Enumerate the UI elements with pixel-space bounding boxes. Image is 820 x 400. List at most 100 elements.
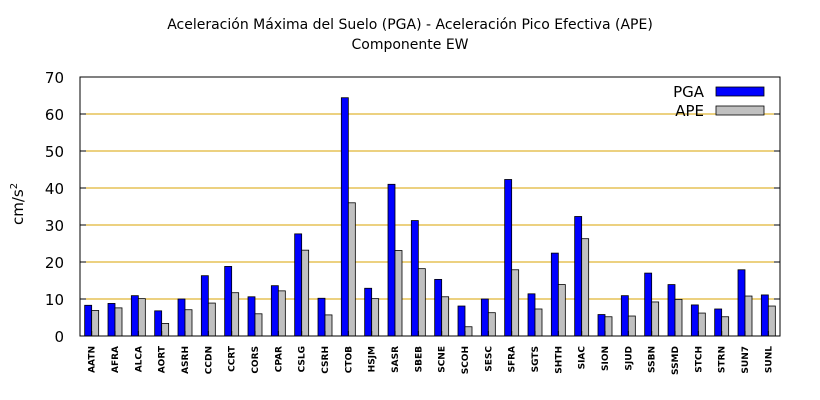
y-tick-label: 40 <box>45 180 64 198</box>
bar-pga-stch <box>690 304 699 337</box>
bar-pga-sbeb <box>410 220 419 337</box>
bar-ape-aatn <box>91 310 100 337</box>
bar-pga-asrh <box>177 298 186 337</box>
x-tick-label: HSJM <box>368 346 378 372</box>
x-tick-label: SSBN <box>648 346 658 373</box>
x-tick-label: AORT <box>158 345 168 373</box>
x-tick-label: CCDN <box>204 346 214 374</box>
x-tick-label: SUN7 <box>741 346 751 374</box>
bar-ape-strn <box>721 316 730 337</box>
legend-label-pga: PGA <box>673 83 705 101</box>
grid-lines <box>80 113 780 300</box>
x-tick-label: SASR <box>391 346 401 373</box>
bar-pga-sion <box>597 314 606 337</box>
x-tick-label: AATN <box>88 346 98 373</box>
bar-ape-sesc <box>487 312 496 337</box>
x-tick-label: SION <box>601 346 611 371</box>
y-tick-label: 30 <box>45 217 64 235</box>
x-tick-label: SIAC <box>578 346 588 370</box>
x-tick-label: CSLG <box>298 346 308 372</box>
bar-pga-sesc <box>480 298 489 337</box>
bar-pga-alca <box>130 295 139 337</box>
x-tick-label: SCNE <box>438 346 448 373</box>
bar-pga-sgts <box>527 293 536 337</box>
legend-label-ape: APE <box>675 102 704 120</box>
bar-ape-aort <box>161 323 170 337</box>
bar-pga-scoh <box>457 305 466 337</box>
x-tick-label: CSRH <box>321 346 331 374</box>
bar-pga-cslg <box>294 233 303 337</box>
bar-ape-sun7 <box>744 295 753 337</box>
x-axis-ticks: AATN AFRA ALCA AORT ASRH CCDN CCRT CORS CPAR CSLG… <box>88 331 774 375</box>
bar-pga-cors <box>247 296 256 337</box>
x-tick-label: SJUD <box>624 346 634 371</box>
bar-ape-ccrt <box>231 292 240 337</box>
bar-pga-cpar <box>270 285 279 337</box>
x-tick-label: SCOH <box>461 346 471 374</box>
x-tick-label: CPAR <box>274 346 284 372</box>
bar-pga-sunl <box>760 294 769 337</box>
bar-ape-shth <box>557 284 566 337</box>
x-tick-label: SGTS <box>531 346 541 372</box>
bar-ape-ccdn <box>207 302 216 337</box>
bar-ape-siac <box>581 238 590 337</box>
bar-ape-afra <box>114 307 123 337</box>
bar-pga-aatn <box>84 304 93 337</box>
bar-ape-sunl <box>767 305 776 337</box>
bar-pga-ccdn <box>200 275 209 337</box>
bar-ape-ctob <box>347 202 356 337</box>
x-tick-label: SSMD <box>671 346 681 375</box>
plot-frame <box>79 76 781 337</box>
bar-pga-sfra <box>504 179 513 337</box>
y-tick-label: 20 <box>45 254 64 272</box>
x-tick-label: STRN <box>718 346 728 373</box>
bar-pga-sjud <box>620 295 629 337</box>
bar-ape-scne <box>441 296 450 337</box>
bar-ape-cslg <box>301 249 310 337</box>
bar-ape-stch <box>697 312 706 337</box>
bar-pga-ssbn <box>644 272 653 337</box>
bar-pga-ctob <box>340 97 349 337</box>
x-tick-label: SHTH <box>554 346 564 374</box>
bar-ape-cpar <box>277 290 286 337</box>
bar-pga-csrh <box>317 297 326 337</box>
bar-pga-shth <box>550 252 559 337</box>
bar-pga-sasr <box>387 183 396 337</box>
legend-swatch-pga <box>715 86 765 97</box>
bar-ape-sasr <box>394 250 403 337</box>
x-tick-label: AFRA <box>111 346 121 373</box>
bar-ape-alca <box>137 298 146 337</box>
y-tick-label: 60 <box>45 106 64 124</box>
bar-pga-ssmd <box>667 284 676 337</box>
bar-ape-hsjm <box>371 298 380 337</box>
bars <box>84 97 776 337</box>
x-tick-label: SUNL <box>764 346 774 373</box>
bar-pga-sun7 <box>737 269 746 337</box>
bar-ape-sbeb <box>417 268 426 337</box>
y-tick-label: 50 <box>45 143 64 161</box>
x-tick-label: SFRA <box>508 346 518 373</box>
legend-swatch-ape <box>715 105 765 116</box>
x-tick-label: ALCA <box>134 346 144 372</box>
y-tick-label: 10 <box>45 291 64 309</box>
bar-ape-sion <box>604 316 613 337</box>
x-tick-label: CCRT <box>228 345 238 372</box>
bar-pga-siac <box>574 216 583 337</box>
bar-pga-hsjm <box>364 287 373 337</box>
x-tick-label: ASRH <box>181 346 191 374</box>
bar-pga-afra <box>107 303 116 337</box>
chart-title: Aceleración Máxima del Suelo (PGA) - Ace… <box>167 17 653 33</box>
x-tick-label: CORS <box>251 346 261 374</box>
bar-ape-sjud <box>627 315 636 337</box>
bar-ape-cors <box>254 313 263 337</box>
y-tick-label: 0 <box>54 328 64 346</box>
y-axis-ticks: 0 10 20 30 40 50 60 70 <box>45 69 780 346</box>
chart-subtitle: Componente EW <box>351 37 469 53</box>
x-tick-label: CTOB <box>344 346 354 373</box>
x-tick-label: SESC <box>484 346 494 372</box>
bar-ape-sgts <box>534 308 543 337</box>
bar-pga-ccrt <box>224 266 233 337</box>
y-tick-label: 70 <box>45 69 64 87</box>
